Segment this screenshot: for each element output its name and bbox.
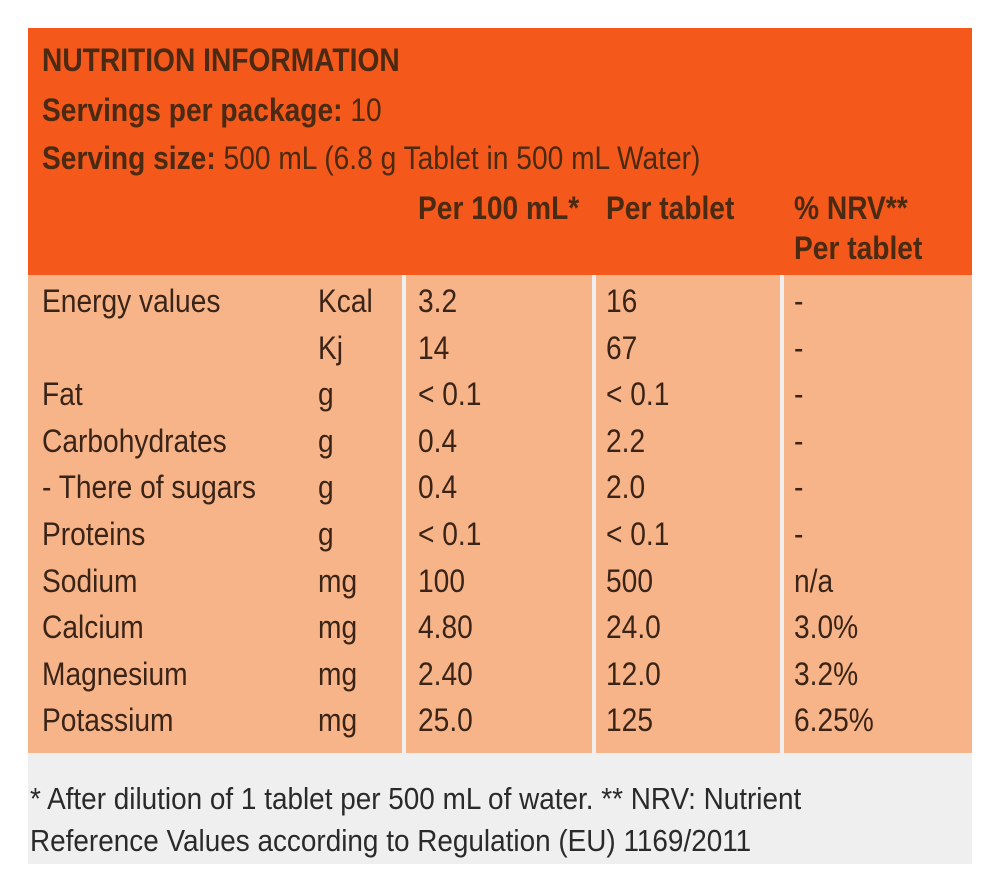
value-pertablet: 12.0 [606, 656, 661, 692]
value-per100: 2.40 [418, 656, 473, 692]
per100-column [406, 275, 592, 753]
value-nrv: - [794, 423, 804, 459]
value-nrv: - [794, 376, 804, 412]
nutrition-table-body: Energy values Kcal 3.2 16 - Kj 14 67 - Fat g < 0.1 <… [28, 275, 972, 753]
value-nrv: 3.0% [794, 609, 859, 645]
serving-size-label: Serving size: [42, 140, 216, 176]
value-pertablet: 2.0 [606, 469, 646, 505]
value-per100: 25.0 [418, 702, 473, 738]
value-per100: 3.2 [418, 283, 458, 319]
nutrient-name: Calcium [42, 609, 144, 645]
nutrient-unit: g [318, 376, 334, 412]
nutrient-name: Sodium [42, 563, 138, 599]
nutrient-name: Fat [42, 376, 83, 412]
footnote: * After dilution of 1 tablet per 500 mL … [30, 778, 876, 862]
value-pertablet: 24.0 [606, 609, 661, 645]
col-header-pertablet: Per tablet [606, 190, 735, 226]
value-nrv: 6.25% [794, 702, 874, 738]
servings-label: Servings per package: [42, 92, 343, 128]
value-pertablet: 67 [606, 330, 638, 366]
nutrition-header: NUTRITION INFORMATION Servings per packa… [28, 28, 972, 275]
nutrient-unit: g [318, 423, 334, 459]
servings-line: Servings per package: 10 [42, 92, 382, 129]
nutrient-column [28, 275, 402, 753]
nutrition-title: NUTRITION INFORMATION [42, 42, 400, 78]
nutrient-unit: Kcal [318, 283, 373, 319]
nutrient-unit: mg [318, 563, 358, 599]
servings-value: 10 [350, 92, 382, 128]
footnote-line-1: * After dilution of 1 tablet per 500 mL … [30, 781, 802, 816]
pertablet-column [596, 275, 780, 753]
serving-size-line: Serving size: 500 mL (6.8 g Tablet in 50… [42, 140, 700, 177]
nrv-column [784, 275, 972, 753]
nutrient-unit: Kj [318, 330, 344, 366]
col-header-nrv-line2: Per tablet [794, 230, 923, 266]
value-nrv: - [794, 469, 804, 505]
nutrient-name: Energy values [42, 283, 221, 319]
footnote-line-2: Reference Values according to Regulation… [30, 823, 752, 858]
col-header-nrv-line1: % NRV** [794, 190, 908, 226]
value-per100: 4.80 [418, 609, 473, 645]
nutrient-unit: g [318, 469, 334, 505]
value-pertablet: 125 [606, 702, 653, 738]
nutrient-name: Carbohydrates [42, 423, 227, 459]
value-pertablet: < 0.1 [606, 376, 670, 412]
value-pertablet: 2.2 [606, 423, 646, 459]
value-per100: 0.4 [418, 423, 458, 459]
nutrient-name: - There of sugars [42, 469, 256, 505]
nutrient-unit: mg [318, 609, 358, 645]
nutrient-unit: mg [318, 656, 358, 692]
value-nrv: 3.2% [794, 656, 859, 692]
value-per100: 100 [418, 563, 465, 599]
serving-size-value: 500 mL (6.8 g Tablet in 500 mL Water) [223, 140, 701, 176]
value-per100: 0.4 [418, 469, 458, 505]
nutrient-name: Potassium [42, 702, 174, 738]
value-per100: 14 [418, 330, 450, 366]
nutrient-unit: mg [318, 702, 358, 738]
nutrient-name: Magnesium [42, 656, 188, 692]
value-nrv: - [794, 330, 804, 366]
value-per100: < 0.1 [418, 516, 482, 552]
value-pertablet: 16 [606, 283, 638, 319]
value-nrv: - [794, 516, 804, 552]
value-nrv: - [794, 283, 804, 319]
nutrient-name: Proteins [42, 516, 146, 552]
col-header-per100: Per 100 mL* [418, 190, 580, 226]
value-pertablet: < 0.1 [606, 516, 670, 552]
nutrient-unit: g [318, 516, 334, 552]
value-per100: < 0.1 [418, 376, 482, 412]
value-pertablet: 500 [606, 563, 653, 599]
value-nrv: n/a [794, 563, 834, 599]
